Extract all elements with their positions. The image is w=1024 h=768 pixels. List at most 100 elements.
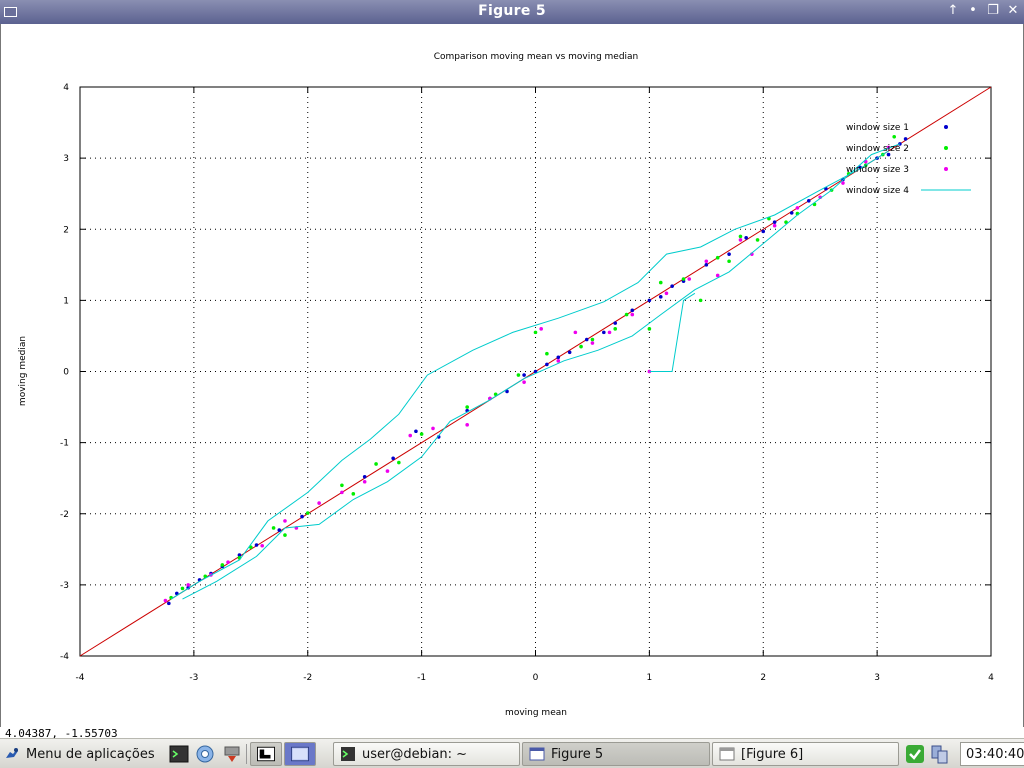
network-icon	[931, 745, 948, 764]
data-point	[624, 312, 629, 317]
y-tick-label: -2	[60, 510, 69, 520]
y-tick-label: 1	[63, 296, 69, 306]
data-point	[397, 460, 401, 465]
data-point	[738, 238, 743, 242]
scatter-chart: Comparison moving mean vs moving median …	[18, 52, 994, 718]
data-point	[414, 429, 418, 434]
task-terminal[interactable]: user@debian: ~	[333, 742, 520, 766]
data-point	[602, 330, 606, 335]
task-label: Figure 5	[551, 746, 604, 762]
data-point	[260, 543, 265, 548]
data-point	[903, 137, 908, 141]
data-point	[613, 327, 618, 331]
applications-menu-button[interactable]: Menu de aplicações	[4, 742, 155, 766]
launcher-terminal[interactable]	[167, 742, 191, 766]
x-tick-label: 0	[533, 673, 539, 683]
data-point	[391, 456, 395, 461]
clock[interactable]: 03:40:40	[960, 742, 1024, 766]
taskbar: Menu de aplicações user@debian: ~	[0, 738, 1024, 768]
data-point	[271, 526, 276, 530]
data-point	[755, 238, 760, 242]
data-point	[167, 601, 171, 606]
data-point	[305, 511, 310, 515]
data-point	[630, 312, 635, 317]
data-point	[727, 252, 731, 256]
data-point	[385, 469, 390, 473]
minimize-icon[interactable]: •	[969, 3, 977, 18]
x-tick-label: 2	[760, 673, 766, 683]
series-line-path	[182, 143, 901, 600]
y-tick-label: 2	[63, 225, 69, 235]
data-point	[807, 199, 811, 203]
maximize-icon[interactable]: ❐	[987, 3, 999, 18]
data-point	[658, 295, 663, 299]
data-point	[590, 337, 595, 342]
data-point	[174, 591, 179, 596]
data-point	[658, 280, 663, 285]
data-point	[465, 423, 469, 427]
tray-update-notifier[interactable]	[903, 742, 927, 766]
data-point	[254, 543, 259, 547]
shade-window-icon[interactable]: ↑	[947, 3, 959, 18]
series-4	[170, 143, 901, 600]
terminal-icon	[169, 745, 189, 763]
window-menu-icon[interactable]	[4, 7, 17, 17]
data-point	[226, 560, 230, 564]
data-point	[892, 134, 897, 139]
launcher-browser[interactable]	[193, 742, 217, 766]
task-label: user@debian: ~	[362, 746, 468, 762]
data-point	[698, 298, 703, 303]
file-manager-icon	[224, 746, 240, 762]
data-point	[408, 433, 413, 438]
figure-canvas[interactable]: Comparison moving mean vs moving median …	[0, 24, 1024, 727]
data-point	[220, 563, 225, 567]
data-point	[431, 426, 435, 431]
x-axis-label: moving mean	[505, 708, 567, 718]
data-point	[727, 259, 731, 264]
legend-point-swatch	[944, 125, 948, 129]
data-point	[465, 405, 469, 409]
workspace-2-button[interactable]	[284, 742, 316, 766]
series-line-path	[649, 292, 696, 372]
data-point	[647, 369, 652, 374]
window-icon	[529, 747, 545, 761]
data-point	[898, 142, 902, 146]
y-tick-label: 4	[63, 83, 69, 93]
data-point	[533, 369, 538, 374]
y-tick-label: -1	[60, 439, 69, 449]
x-tick-label: -2	[303, 673, 312, 683]
task-figure-5[interactable]: Figure 5	[522, 742, 710, 766]
data-point	[761, 229, 766, 234]
window-controls: ↑ • ❐ ✕	[946, 3, 1020, 18]
data-point	[567, 350, 572, 355]
cursor-coordinates: 4.04387, -1.55703	[5, 727, 118, 740]
workspace-1-button[interactable]	[250, 742, 282, 766]
data-point	[277, 528, 282, 532]
data-point	[704, 259, 709, 264]
legend-point-swatch	[944, 167, 948, 171]
task-label: [Figure 6]	[741, 746, 804, 762]
data-point	[704, 263, 709, 267]
legend-label: window size 4	[846, 186, 909, 196]
data-point	[579, 344, 583, 349]
data-point	[886, 152, 891, 157]
series-line-path	[170, 150, 889, 600]
close-icon[interactable]: ✕	[1007, 3, 1019, 18]
x-tick-label: -1	[417, 673, 426, 683]
data-point	[687, 277, 692, 281]
y-axis-label: moving median	[18, 336, 28, 406]
terminal-icon	[341, 747, 355, 761]
x-tick-label: 3	[874, 673, 880, 683]
series-3	[163, 145, 891, 603]
chart-title: Comparison moving mean vs moving median	[434, 52, 639, 62]
data-point	[681, 277, 686, 281]
data-point	[795, 206, 800, 210]
data-point	[715, 255, 720, 260]
legend-label: window size 2	[846, 144, 909, 154]
task-figure-6[interactable]: [Figure 6]	[712, 742, 899, 766]
checkmark-shield-icon	[906, 745, 924, 763]
data-point	[505, 389, 509, 394]
data-point	[300, 514, 304, 519]
launcher-file-manager[interactable]	[220, 742, 244, 766]
tray-network[interactable]	[927, 742, 951, 766]
